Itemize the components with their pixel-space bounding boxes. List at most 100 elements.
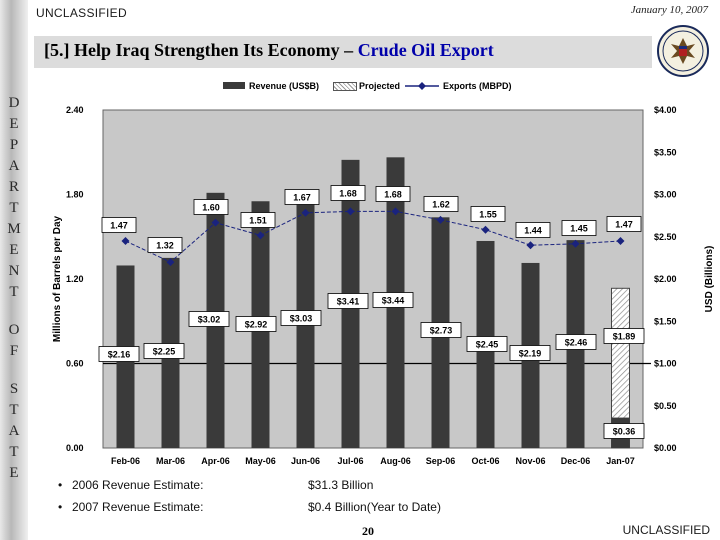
exports-point	[256, 231, 265, 240]
chart-legend: Revenue (US$B) Projected Exports (MBPD)	[215, 78, 515, 94]
y-tick-label: 2.40	[66, 105, 84, 115]
sidebar-letter: A	[8, 158, 20, 174]
legend-exports: Exports (MBPD)	[443, 81, 512, 91]
revenue-data-label-box	[235, 316, 277, 332]
revenue-data-label: $2.25	[153, 347, 176, 357]
sidebar-letter: D	[8, 95, 20, 111]
y-tick-label: 1.80	[66, 190, 84, 200]
sidebar-letter: E	[9, 116, 19, 132]
bullet-item: • 2007 Revenue Estimate: $0.4 Billion(Ye…	[58, 500, 558, 522]
revenue-data-label-box	[420, 322, 462, 338]
exports-data-label: 1.60	[202, 203, 220, 213]
revenue-data-label-box	[509, 345, 551, 361]
sidebar-letter: T	[9, 200, 19, 216]
sidebar-letter: R	[8, 179, 19, 195]
revenue-data-label-box	[555, 334, 597, 350]
revenue-data-label: $2.73	[430, 326, 453, 336]
exports-data-label: 1.47	[110, 221, 128, 231]
sidebar-letter: T	[9, 284, 19, 300]
exports-data-label-box	[240, 212, 276, 228]
y2-tick-label: $2.00	[654, 274, 677, 284]
bullet-label: 2006 Revenue Estimate:	[72, 478, 204, 492]
y2-axis-label: USD (Billions)	[704, 246, 715, 313]
exports-data-label: 1.68	[339, 189, 357, 199]
exports-data-label-box	[284, 189, 320, 205]
bullet-value: $31.3 Billion	[308, 478, 374, 492]
state-department-seal-icon	[657, 25, 709, 77]
exports-point	[211, 218, 220, 227]
revenue-data-label: $2.46	[565, 338, 588, 348]
revenue-data-label-box	[280, 310, 322, 326]
exports-point	[481, 225, 490, 234]
y2-tick-label: $0.00	[654, 443, 677, 453]
revenue-data-label: $0.36	[613, 427, 636, 437]
exports-data-label-box	[561, 220, 597, 236]
exports-data-label-box	[470, 206, 506, 222]
sidebar-letter: T	[9, 402, 19, 418]
exports-line	[125, 210, 621, 263]
x-tick-label: Mar-06	[156, 456, 185, 466]
legend-revenue-swatch	[223, 82, 245, 89]
x-tick-label: Dec-06	[561, 456, 591, 466]
exports-point	[526, 241, 535, 250]
exports-data-label-box	[515, 222, 551, 238]
y2-tick-label: $4.00	[654, 105, 677, 115]
bullet-icon: •	[58, 478, 63, 492]
revenue-data-label-box	[372, 292, 414, 308]
exports-data-label-box	[606, 216, 642, 232]
exports-data-label: 1.62	[432, 200, 450, 210]
x-tick-label: Jan-07	[606, 456, 635, 466]
revenue-estimates: • 2006 Revenue Estimate: $31.3 Billion •…	[58, 478, 558, 522]
x-tick-label: Nov-06	[515, 456, 545, 466]
x-tick-label: Oct-06	[471, 456, 499, 466]
exports-data-label: 1.67	[293, 193, 311, 203]
y2-tick-label: $1.50	[654, 316, 677, 326]
classification-bottom: UNCLASSIFIED	[622, 523, 710, 537]
exports-data-label-box	[101, 217, 137, 233]
revenue-data-label: $3.41	[337, 297, 360, 307]
sidebar-letter: S	[9, 381, 19, 397]
y-axis-label: Millions of Barrels per Day	[52, 215, 63, 342]
sidebar-letter: T	[9, 444, 19, 460]
bullet-item: • 2006 Revenue Estimate: $31.3 Billion	[58, 478, 558, 500]
y-tick-label: 0.00	[66, 443, 84, 453]
exports-point	[121, 236, 130, 245]
plot-area	[102, 109, 644, 449]
date-label: January 10, 2007	[630, 4, 708, 16]
exports-point	[616, 236, 625, 245]
revenue-data-label-box	[327, 293, 369, 309]
y2-tick-label: $3.50	[654, 147, 677, 157]
y2-tick-label: $3.00	[654, 190, 677, 200]
exports-data-label: 1.32	[156, 241, 174, 251]
exports-data-label-box	[375, 186, 411, 202]
sidebar-letter: E	[9, 465, 19, 481]
exports-point	[436, 215, 445, 224]
exports-data-label: 1.68	[384, 190, 402, 200]
x-tick-label: Apr-06	[201, 456, 230, 466]
revenue-data-label: $3.03	[290, 314, 313, 324]
revenue-data-label-box	[603, 423, 645, 439]
exports-data-label-box	[423, 196, 459, 212]
sidebar-letter: N	[8, 263, 20, 279]
legend-projected-swatch	[333, 82, 357, 91]
legend-projected: Projected	[359, 81, 401, 91]
exports-point	[571, 239, 580, 248]
bullet-label: 2007 Revenue Estimate:	[72, 500, 204, 514]
y2-tick-label: $0.50	[654, 401, 677, 411]
page-title: [5.] Help Iraq Strengthen Its Economy – …	[44, 40, 494, 61]
x-tick-label: Sep-06	[426, 456, 456, 466]
title-highlight: Crude Oil Export	[357, 40, 494, 60]
projected-data-label: $1.89	[613, 332, 636, 342]
exports-data-label: 1.47	[615, 220, 633, 230]
exports-point	[346, 207, 355, 216]
x-tick-label: Aug-06	[380, 456, 411, 466]
exports-point	[166, 258, 175, 267]
revenue-data-label: $2.45	[476, 340, 499, 350]
exports-point	[391, 207, 400, 216]
x-tick-label: May-06	[245, 456, 276, 466]
exports-data-label-box	[147, 237, 183, 253]
legend-exports-swatch	[405, 82, 439, 90]
revenue-data-label: $3.02	[198, 315, 221, 325]
revenue-data-label-box	[143, 343, 185, 359]
